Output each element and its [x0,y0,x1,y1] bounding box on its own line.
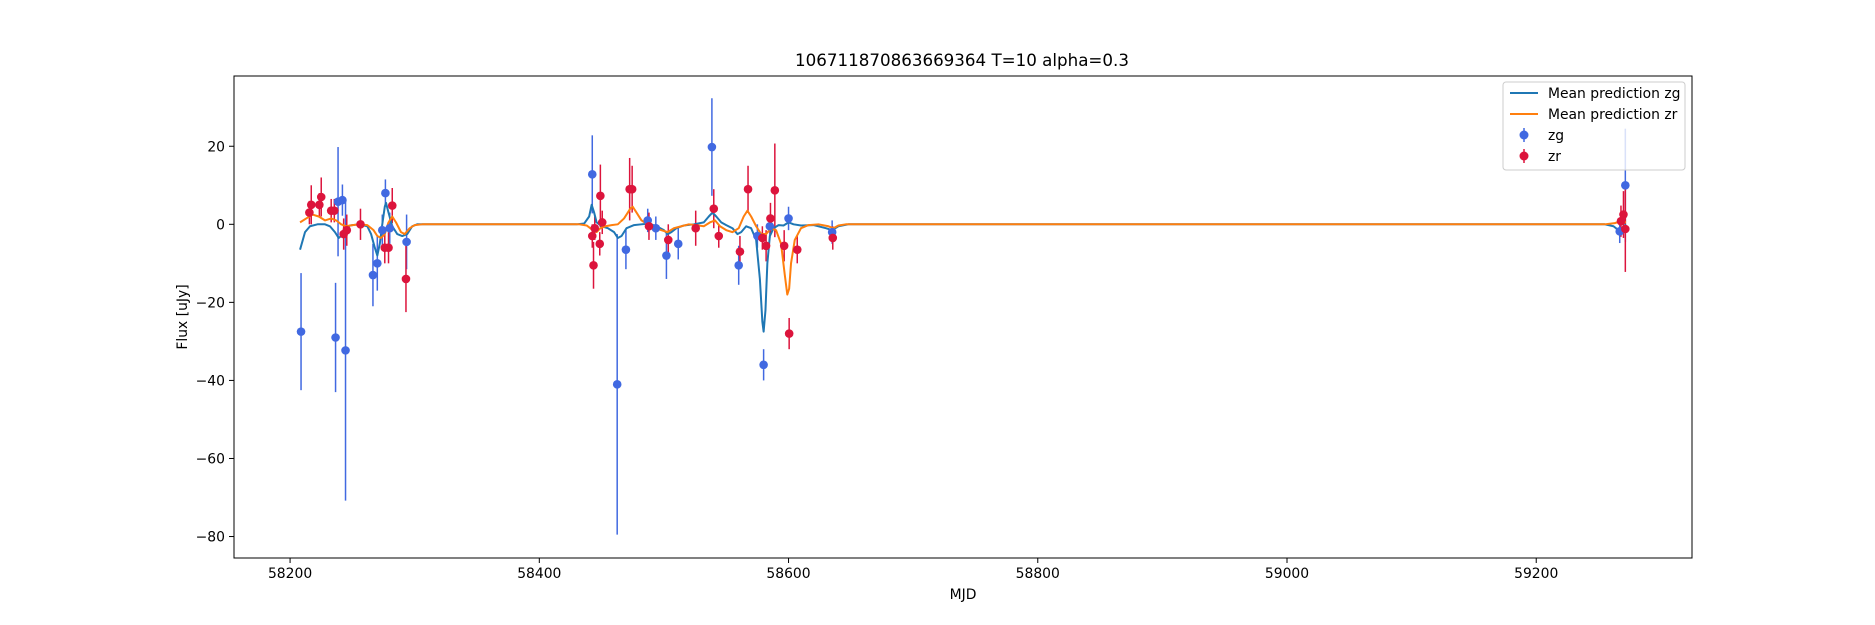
point-zg [331,333,340,342]
point-zg [612,380,622,389]
point-zr [1619,210,1628,219]
point-zr [1621,224,1630,234]
point-zg [734,260,743,270]
point-zg [707,142,717,152]
y-tick-label: −60 [196,451,225,467]
point-zr [315,200,324,210]
point-zr [663,235,673,245]
point-zr [342,225,352,235]
point-zr [587,231,597,241]
point-zr [714,231,724,241]
y-tick-label: −80 [196,530,225,546]
point-zg [673,239,683,249]
point-zr [792,245,802,254]
legend-label-zg-line: Mean prediction zg [1548,86,1680,102]
point-zr [770,186,780,195]
y-tick-label: −20 [196,295,225,311]
point-zr [784,329,794,338]
point-zg [338,195,347,205]
line-mean-prediction-zr [299,205,1627,296]
x-tick-label: 59000 [1265,566,1309,582]
point-zr [644,221,654,231]
y-tick-label: 20 [207,139,225,155]
x-tick-label: 58400 [517,566,561,582]
point-zg [784,214,793,223]
legend-swatch-zg-marker [1519,130,1529,140]
legend-label-zg: zg [1548,128,1564,144]
x-tick-label: 58200 [268,566,312,582]
point-zg [1621,180,1630,190]
point-zg [377,225,387,235]
markers-zg [296,142,1630,389]
point-zr [779,241,789,251]
point-zr [401,274,411,284]
x-axis: 58200 58400 58600 58800 59000 59200 [268,558,1558,582]
point-zr [828,233,838,243]
point-zg [296,327,306,336]
point-zr [709,204,719,213]
point-zr [735,247,745,256]
point-zr [597,218,607,227]
x-axis-label: MJD [950,587,977,603]
point-zr [316,192,326,202]
point-zr [758,233,767,243]
point-zr [384,243,393,253]
point-zr [589,260,598,270]
markers-zr [305,184,1630,338]
point-zg [402,237,411,247]
legend-box [1502,81,1686,171]
chart-title: 106711870863669364 T=10 alpha=0.3 [795,50,1129,70]
point-zr [761,241,771,251]
point-zr [306,200,316,210]
axes-frame [233,75,1693,559]
point-zg [381,188,390,198]
point-zr [595,239,605,249]
point-zg [662,251,671,260]
point-zg [373,259,382,268]
point-zr [627,184,637,194]
y-tick-label: −40 [196,373,225,389]
point-zg [341,346,350,355]
x-tick-label: 58600 [766,566,810,582]
point-zr [305,208,314,217]
plot-area [296,98,1630,535]
point-zg [587,170,597,179]
point-zg [621,245,631,254]
point-zr [596,191,605,201]
y-axis: −80 −60 −40 −20 0 20 [196,139,234,546]
legend-label-zr: zr [1548,149,1561,165]
point-zg [385,223,395,233]
point-zg [368,270,378,280]
legend: Mean prediction zg Mean prediction zr zg… [1502,81,1686,171]
point-zg [651,223,661,233]
legend-swatch-zr-marker [1519,151,1529,161]
point-zr [590,223,600,233]
y-tick-label: 0 [216,217,225,233]
point-zr [766,214,775,223]
point-zr [330,206,339,215]
point-zg [759,360,768,370]
point-zr [1616,216,1626,226]
point-zr [356,220,365,229]
y-axis-label: Flux [uJy] [175,284,191,349]
point-zr [691,223,700,233]
point-zr [743,184,753,194]
point-zg [765,221,775,231]
x-tick-label: 59200 [1514,566,1558,582]
legend-label-zr-line: Mean prediction zr [1548,107,1678,123]
point-zr [387,201,397,210]
x-tick-label: 58800 [1016,566,1060,582]
